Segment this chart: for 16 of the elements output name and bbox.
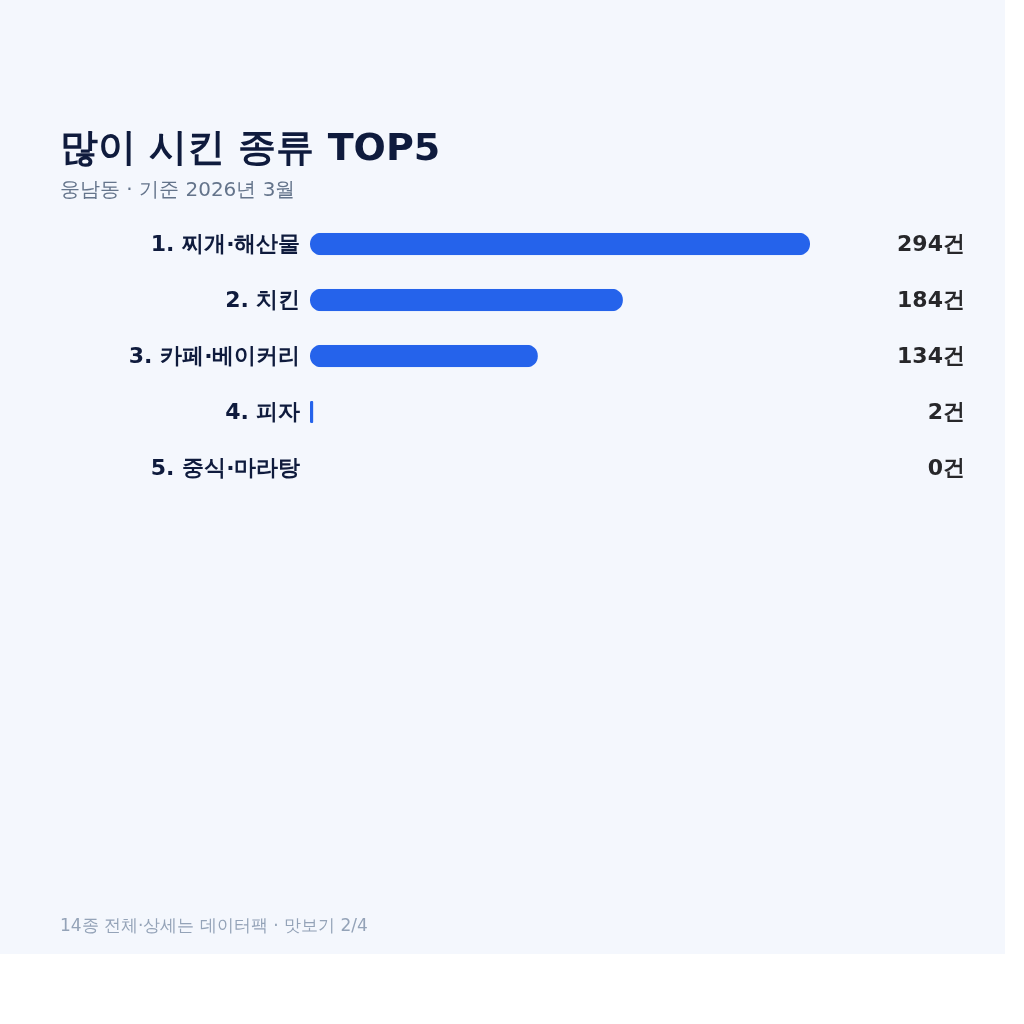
- y-tick-label: 3. 카페·베이커리: [128, 343, 301, 368]
- data-label: 134건: [897, 343, 965, 368]
- y-tick-label: 4. 피자: [225, 399, 301, 424]
- chart-subtitle: 웅남동 · 기준 2026년 3월: [60, 177, 296, 201]
- data-label: 184건: [897, 287, 965, 312]
- data-label: 2건: [927, 399, 965, 424]
- chart-title: 많이 시킨 종류 TOP5: [60, 125, 441, 169]
- y-tick-label: 1. 찌개·해산물: [150, 231, 301, 256]
- data-label: 0건: [927, 455, 965, 480]
- bar: [310, 232, 810, 256]
- bar: [310, 288, 623, 312]
- y-tick-label: 5. 중식·마라탕: [150, 455, 301, 480]
- y-tick-label: 2. 치킨: [225, 287, 301, 312]
- bar: [310, 344, 538, 368]
- data-label: 294건: [897, 231, 965, 256]
- text: 14종 전체·상세는 데이터팩 · 맛보기 2/4: [60, 915, 368, 935]
